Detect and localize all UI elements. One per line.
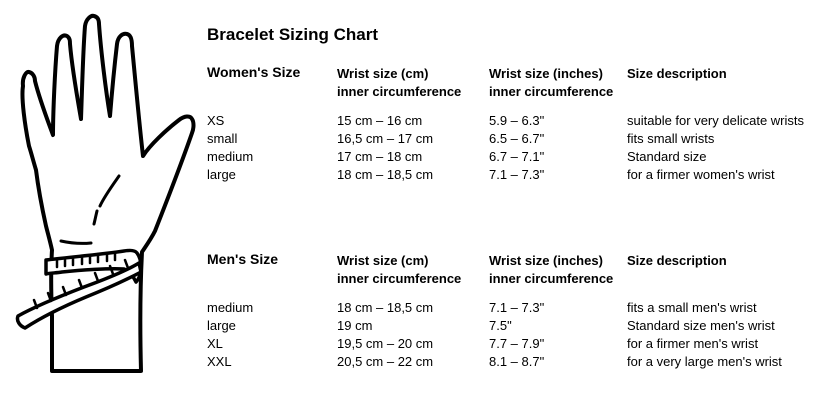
sizing-chart-content: Bracelet Sizing Chart Women's Size Wrist…: [207, 0, 820, 400]
cm-cell: 16,5 cm – 17 cm: [337, 131, 434, 146]
size-cell: XL: [207, 336, 223, 351]
size-cell: large: [207, 167, 236, 182]
table-row: XXL 20,5 cm – 22 cm 8.1 – 8.7" for a very l…: [207, 353, 820, 371]
cm-cell: 19 cm: [337, 318, 373, 333]
hand-measuring-tape-icon: [15, 13, 196, 373]
cm-cell: 19,5 cm – 20 cm: [337, 336, 434, 351]
size-cell: XS: [207, 113, 225, 128]
description-cell: suitable for very delicate wrists: [627, 113, 805, 128]
table-row: large 18 cm – 18,5 cm 7.1 – 7.3" for a firm…: [207, 166, 820, 184]
description-cell: for a firmer women's wrist: [627, 167, 775, 182]
column-header-size-description: Size description: [627, 66, 727, 81]
inches-cell: 6.7 – 7.1": [489, 149, 545, 164]
hand-with-measuring-tape-illustration: [0, 0, 200, 400]
column-header-wrist-inches: Wrist size (inches) inner circumference: [489, 66, 614, 99]
inches-cell: 6.5 – 6.7": [489, 131, 545, 146]
description-cell: for a very large men's wrist: [627, 354, 782, 369]
size-cell: medium: [207, 300, 254, 315]
column-header-wrist-cm: Wrist size (cm) inner circumference: [337, 66, 462, 99]
mens-size-rows: medium 18 cm – 18,5 cm 7.1 – 7.3" fits a sm…: [207, 299, 820, 371]
description-cell: fits small wrists: [627, 131, 715, 146]
size-cell: medium: [207, 149, 254, 164]
cm-cell: 18 cm – 18,5 cm: [337, 167, 434, 182]
page-title: Bracelet Sizing Chart: [207, 25, 378, 44]
cm-cell: 17 cm – 18 cm: [337, 149, 423, 164]
inches-cell: 7.7 – 7.9": [489, 336, 545, 351]
column-header-size-description: Size description: [627, 253, 727, 268]
inches-cell: 7.5": [489, 318, 512, 333]
description-cell: Standard size: [627, 149, 707, 164]
tape-back-tick-marks: [55, 251, 117, 269]
size-cell: XXL: [207, 354, 232, 369]
inches-cell: 7.1 – 7.3": [489, 167, 545, 182]
column-header-wrist-inches: Wrist size (inches) inner circumference: [489, 253, 614, 286]
table-row: small 16,5 cm – 17 cm 6.5 – 6.7" fits small…: [207, 130, 820, 148]
womens-size-rows: XS 15 cm – 16 cm 5.9 – 6.3" suitable for ve…: [207, 112, 820, 184]
inches-cell: 5.9 – 6.3": [489, 113, 545, 128]
description-cell: Standard size men's wrist: [627, 318, 775, 333]
inches-cell: 7.1 – 7.3": [489, 300, 545, 315]
table-row: medium 17 cm – 18 cm 6.7 – 7.1" Standard si…: [207, 148, 820, 166]
womens-size-heading: Women's Size: [207, 64, 301, 80]
table-row: medium 18 cm – 18,5 cm 7.1 – 7.3" fits a sm…: [207, 299, 820, 317]
inches-cell: 8.1 – 8.7": [489, 354, 545, 369]
measuring-tape-back-strip: [44, 248, 143, 284]
mens-size-heading: Men's Size: [207, 251, 279, 267]
palm-crease-line: [92, 174, 121, 226]
wrist-crease-line: [59, 239, 93, 245]
tape-front-tick-marks: [32, 258, 130, 310]
description-cell: for a firmer men's wrist: [627, 336, 759, 351]
table-row: XL 19,5 cm – 20 cm 7.7 – 7.9" for a firmer …: [207, 335, 820, 353]
table-row: large 19 cm 7.5" Standard size men's wrist: [207, 317, 820, 335]
size-cell: small: [207, 131, 238, 146]
cm-cell: 15 cm – 16 cm: [337, 113, 423, 128]
size-cell: large: [207, 318, 236, 333]
cm-cell: 20,5 cm – 22 cm: [337, 354, 434, 369]
cm-cell: 18 cm – 18,5 cm: [337, 300, 434, 315]
measuring-tape-front-strip: [15, 261, 143, 330]
description-cell: fits a small men's wrist: [627, 300, 757, 315]
column-header-wrist-cm: Wrist size (cm) inner circumference: [337, 253, 462, 286]
table-row: XS 15 cm – 16 cm 5.9 – 6.3" suitable for ve…: [207, 112, 820, 130]
